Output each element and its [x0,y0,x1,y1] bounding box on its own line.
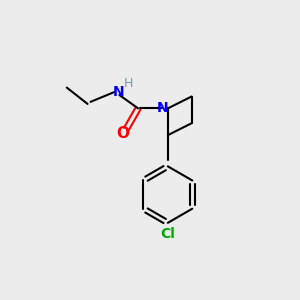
Text: N: N [157,101,168,116]
Text: Cl: Cl [160,227,175,241]
Text: H: H [124,77,133,90]
Text: O: O [116,126,129,141]
Text: N: N [112,85,124,99]
